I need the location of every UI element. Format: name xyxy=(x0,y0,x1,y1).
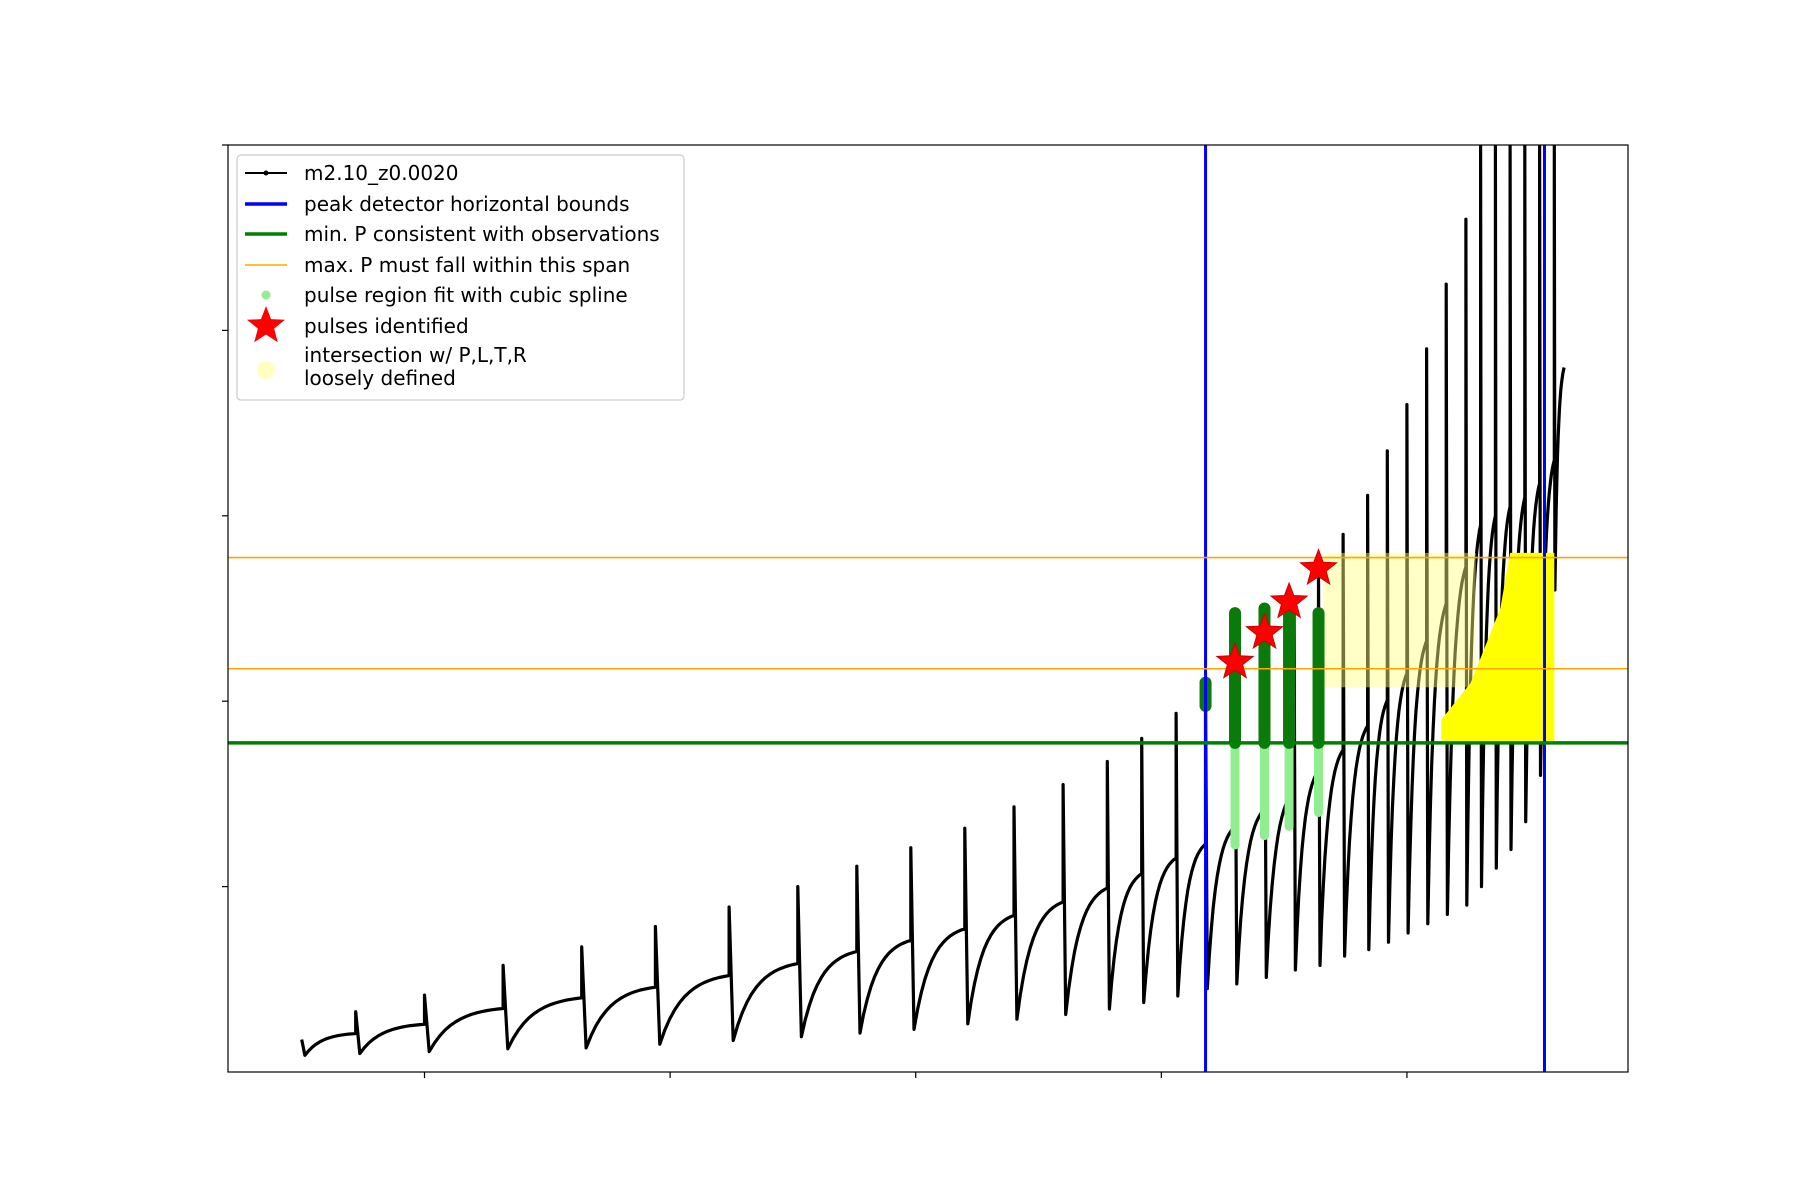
legend-label: max. P must fall within this span xyxy=(304,253,630,277)
legend-label-line: m2.10_z0.0020 xyxy=(304,161,459,185)
legend-label-line: peak detector horizontal bounds xyxy=(304,192,630,216)
legend-label: peak detector horizontal bounds xyxy=(304,192,630,216)
plot-area xyxy=(228,145,1628,1072)
axes-frame xyxy=(227,144,1629,1073)
pulse-identified-star xyxy=(1245,612,1284,650)
legend-label-line: pulse region fit with cubic spline xyxy=(304,283,628,307)
legend-label-line: intersection w/ P,L,T,R xyxy=(304,343,527,367)
plot-clipped xyxy=(228,145,1628,1072)
legend-label: min. P consistent with observations xyxy=(304,222,660,246)
legend-handle-big-dot xyxy=(257,361,275,379)
legend-label: pulses identified xyxy=(304,314,469,338)
legend-label-line: max. P must fall within this span xyxy=(304,253,630,277)
axes xyxy=(222,144,1629,1078)
legend-label-line: pulses identified xyxy=(304,314,469,338)
legend-label: intersection w/ P,L,T,R loosely defined xyxy=(304,343,527,390)
pulse-identified-star xyxy=(1215,641,1255,679)
legend-label-line: min. P consistent with observations xyxy=(304,222,660,246)
legend-handle-dot xyxy=(261,290,271,300)
pulse-identified-star xyxy=(1269,581,1309,619)
legend-label: m2.10_z0.0020 xyxy=(304,161,459,185)
legend-handle-star xyxy=(247,306,285,343)
legend-label: pulse region fit with cubic spline xyxy=(304,283,628,307)
legend-box xyxy=(236,154,685,401)
legend-label-line: loosely defined xyxy=(304,366,456,390)
pulse-identified-star xyxy=(1299,548,1338,586)
intersection-region-dense xyxy=(1441,552,1555,743)
legend-handle-marker xyxy=(263,170,269,176)
intersection-region-loose xyxy=(1323,552,1476,688)
